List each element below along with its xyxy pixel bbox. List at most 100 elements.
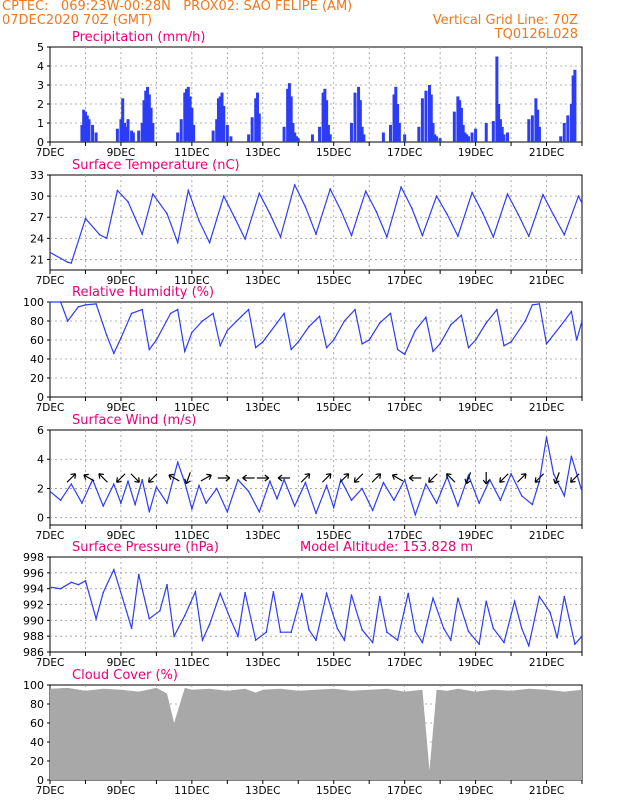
- temp-point: [329, 188, 332, 190]
- rh-point: [155, 339, 158, 341]
- cloud-ytick-label: 20: [30, 755, 44, 768]
- rh-xtick-label: 19DEC: [458, 402, 493, 414]
- precip-bar: [126, 119, 130, 142]
- temp-point: [269, 212, 271, 215]
- wind-point: [134, 503, 136, 506]
- pres-ytick-label: 990: [23, 614, 44, 627]
- wind-wind-arrow: [83, 473, 95, 482]
- precip-bar: [220, 92, 224, 142]
- rh-point: [308, 325, 310, 328]
- rh-point: [332, 339, 335, 341]
- pres-point: [137, 573, 140, 576]
- temp-line: [49, 183, 583, 264]
- cloud-xtick-label: 7DEC: [36, 785, 65, 797]
- rh-title: Relative Humidity (%): [72, 285, 214, 300]
- precip-bar: [467, 136, 471, 142]
- precip-bar: [427, 85, 431, 142]
- pres-point: [237, 635, 239, 637]
- rh-point: [297, 341, 300, 343]
- wind-wind-arrow-shaft: [371, 473, 381, 483]
- wind-wind-arrow-shaft: [130, 473, 140, 483]
- cloud-ytick-label: 60: [30, 717, 44, 730]
- wind-wind-arrow-head: [408, 474, 414, 482]
- precip-bar: [176, 132, 180, 142]
- wind-xtick-label: 9DEC: [107, 530, 136, 542]
- rh-point: [120, 337, 122, 339]
- pres-point: [379, 595, 381, 598]
- pres-line: [49, 568, 583, 648]
- wind-ytick-label: 6: [37, 424, 44, 437]
- temp-point: [421, 234, 424, 237]
- rh-point: [283, 312, 285, 315]
- wind-point: [581, 490, 583, 493]
- temp-point: [198, 219, 200, 222]
- pres-point: [343, 639, 346, 641]
- wind-wind-arrow-head: [304, 473, 311, 479]
- precip-bar: [573, 69, 577, 142]
- temp-point: [293, 184, 296, 186]
- rh-ytick-label: 60: [30, 334, 44, 347]
- wind-point: [59, 499, 62, 502]
- wind-point: [283, 478, 285, 481]
- temp-point: [492, 236, 495, 238]
- rh-point: [148, 348, 151, 351]
- precip-bar: [149, 107, 153, 142]
- wind-ytick-label: 0: [37, 512, 44, 525]
- pres-point: [574, 643, 576, 645]
- rh-ytick-label: 40: [30, 353, 44, 366]
- precip-bar: [358, 100, 362, 142]
- header-model-id: TQ0126L028: [494, 27, 578, 42]
- wind-wind-arrow-head: [242, 474, 247, 482]
- wind-point: [258, 511, 261, 513]
- pres-point: [130, 627, 133, 630]
- wind-point: [350, 499, 353, 502]
- precip-bar: [438, 138, 442, 142]
- temp-point: [152, 193, 154, 195]
- pres-ytick-label: 988: [23, 630, 44, 643]
- precip-bar: [80, 124, 84, 142]
- precip-bar: [349, 123, 353, 142]
- rh-point: [403, 353, 406, 356]
- precip-bar: [215, 119, 219, 142]
- pres-xtick-label: 11DEC: [174, 657, 209, 669]
- pres-point: [386, 631, 388, 633]
- pres-point: [77, 583, 80, 586]
- temp-point: [386, 236, 388, 238]
- wind-point: [425, 483, 427, 485]
- wind-wind-arrow-shaft: [339, 473, 350, 483]
- rh-point: [240, 315, 243, 318]
- wind-wind-arrow: [217, 474, 231, 482]
- wind-wind-arrow-shaft: [168, 474, 180, 482]
- temp-point: [98, 234, 101, 236]
- pres-title: Surface Pressure (hPa): [72, 540, 219, 555]
- wind-point: [102, 505, 104, 507]
- temp-ytick-label: 30: [30, 190, 44, 203]
- rh-point: [77, 306, 80, 308]
- rh-point: [545, 343, 548, 345]
- wind-point: [531, 503, 534, 506]
- wind-wind-arrow-shaft: [570, 473, 580, 483]
- precip-ytick-label: 2: [37, 98, 44, 111]
- wind-point: [49, 490, 51, 493]
- pres-point: [265, 631, 268, 633]
- rh-point: [247, 308, 250, 311]
- wind-point: [141, 478, 143, 481]
- pres-point: [230, 619, 232, 622]
- wind-wind-arrow-head: [134, 477, 140, 483]
- cloud-xtick-label: 15DEC: [316, 785, 351, 797]
- rh-point: [460, 314, 463, 317]
- temp-point: [70, 262, 73, 264]
- rh-point: [84, 304, 87, 306]
- wind-xtick-label: 17DEC: [387, 530, 422, 542]
- precip-bar: [530, 115, 534, 142]
- temp-point: [166, 212, 168, 215]
- precip-bar: [527, 119, 531, 142]
- cloud-xtick-label: 21DEC: [529, 785, 564, 797]
- precip-bar: [431, 123, 435, 142]
- temp-point: [446, 213, 449, 216]
- precip-bar: [461, 124, 465, 142]
- precip-xtick-label: 9DEC: [107, 147, 136, 159]
- rh-xtick-label: 7DEC: [36, 402, 65, 414]
- temp-ytick-label: 33: [30, 169, 44, 182]
- pres-point: [123, 603, 126, 606]
